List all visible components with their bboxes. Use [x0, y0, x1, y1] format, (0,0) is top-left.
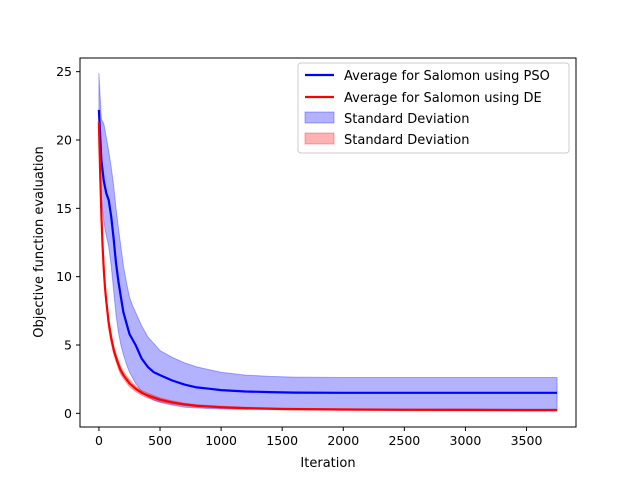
y-tick-label: 25 [56, 64, 72, 79]
x-tick-label: 0 [95, 433, 103, 448]
x-tick-label: 3000 [450, 433, 482, 448]
legend-swatch-pso-band [304, 111, 335, 124]
legend-label-pso: Average for Salomon using PSO [344, 69, 550, 84]
y-axis-ticks: 0 5 10 15 20 25 [56, 64, 80, 421]
x-tick-label: 3500 [511, 433, 543, 448]
y-tick-label: 20 [56, 133, 72, 148]
x-tick-label: 2000 [327, 433, 359, 448]
plot-frame [79, 57, 577, 428]
legend-label-pso-band: Standard Deviation [344, 112, 469, 127]
legend: Average for Salomon using PSO Average fo… [297, 62, 570, 154]
legend-label-de-band: Standard Deviation [344, 133, 469, 148]
x-tick-label: 1500 [266, 433, 298, 448]
y-tick-label: 0 [64, 406, 72, 421]
legend-box [297, 62, 570, 154]
y-tick-label: 15 [56, 201, 72, 216]
x-tick-label: 1000 [205, 433, 237, 448]
x-tick-label: 500 [148, 433, 172, 448]
legend-swatch-de-band [304, 132, 335, 145]
series-lines [97, 109, 558, 412]
y-axis-label: Objective function evaluation [32, 146, 47, 337]
x-axis-label: Iteration [300, 456, 355, 471]
y-tick-label: 10 [56, 269, 72, 284]
x-axis-ticks: 0 500 1000 1500 2000 2500 3000 3500 [95, 427, 543, 448]
series-line-de [97, 122, 558, 412]
legend-label-de: Average for Salomon using DE [344, 91, 542, 106]
series-line-pso [97, 109, 558, 394]
y-tick-label: 5 [64, 338, 72, 353]
x-tick-label: 2500 [388, 433, 420, 448]
